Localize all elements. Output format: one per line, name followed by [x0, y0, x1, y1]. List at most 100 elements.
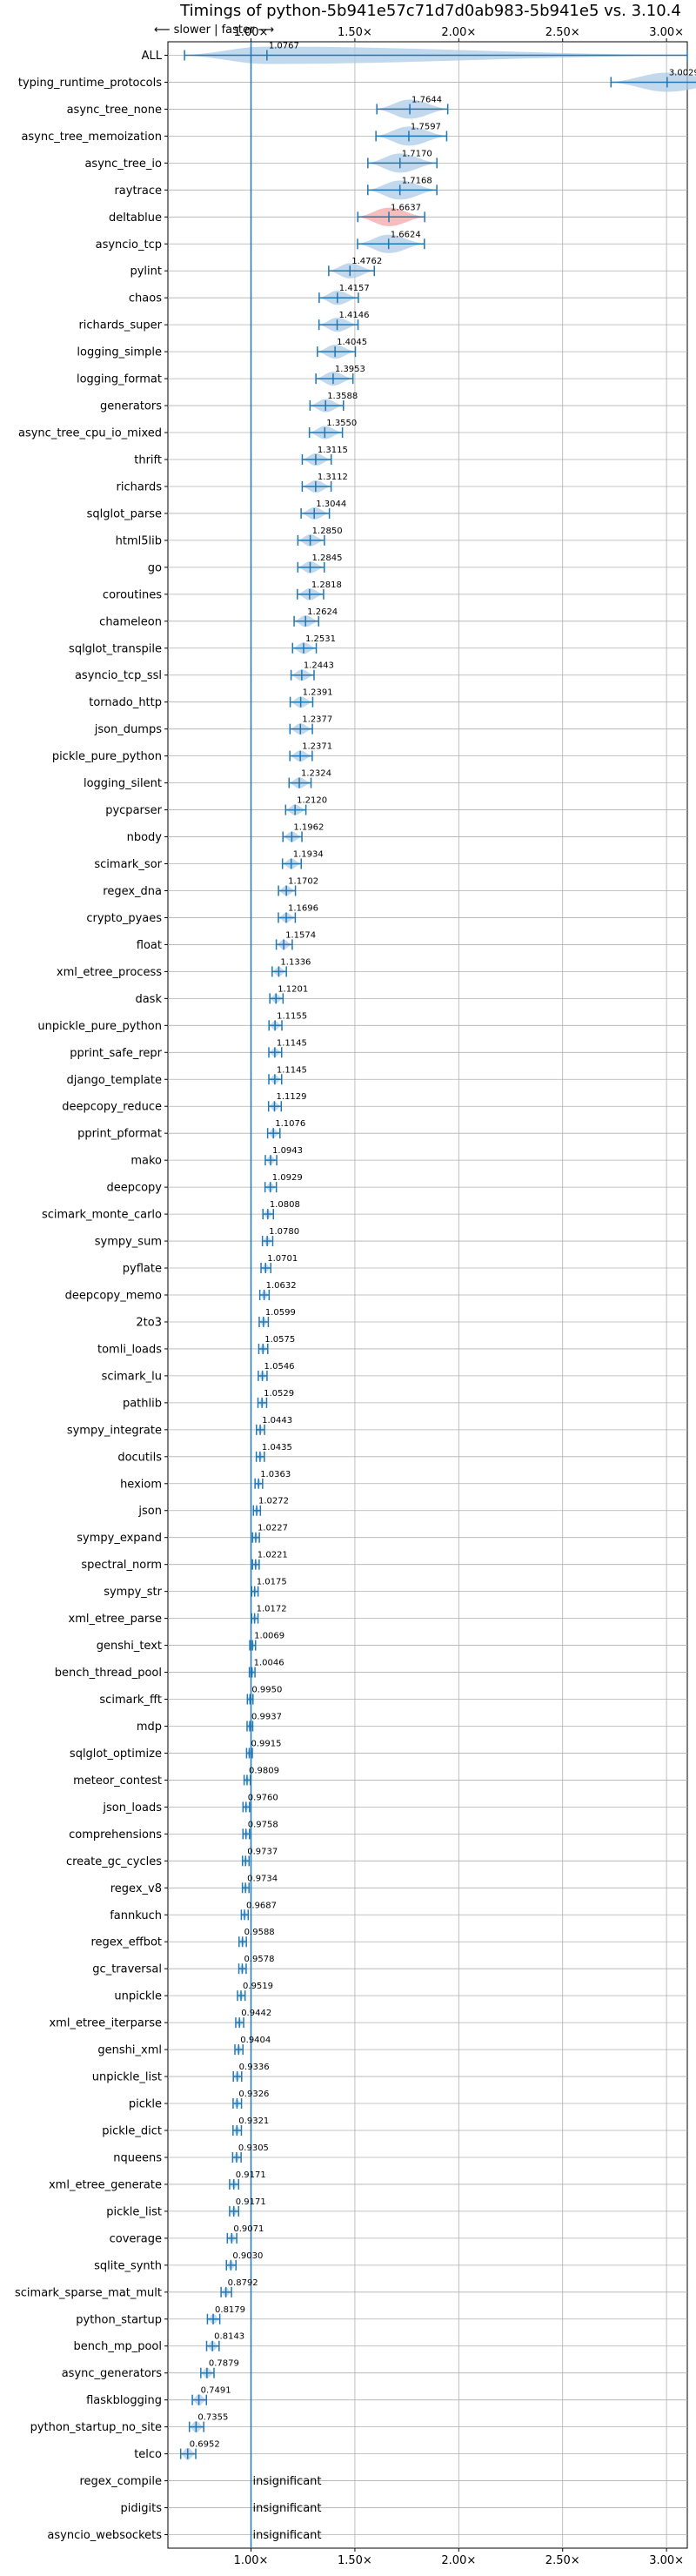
- benchmark-label: xml_etree_process: [57, 966, 162, 979]
- benchmark-label: flaskblogging: [86, 2394, 162, 2407]
- value-label: 1.0632: [266, 1281, 297, 1291]
- value-label: 1.0943: [272, 1146, 303, 1156]
- benchmark-label: go: [148, 561, 162, 574]
- value-label: 1.1076: [275, 1119, 305, 1129]
- value-label: 1.2624: [307, 607, 338, 617]
- value-label: 0.9305: [238, 2143, 269, 2153]
- value-label: 0.7355: [197, 2413, 228, 2423]
- value-label: 1.0443: [262, 1416, 292, 1426]
- benchmark-label: sympy_sum: [95, 1236, 162, 1249]
- benchmark-label: coroutines: [103, 588, 162, 601]
- benchmark-label: genshi_text: [97, 1640, 162, 1653]
- benchmark-label: json_loads: [102, 1801, 162, 1815]
- value-label: 1.1934: [293, 850, 324, 860]
- value-label: 0.9950: [251, 1686, 282, 1695]
- value-label: 1.3550: [326, 419, 357, 428]
- benchmark-label: float: [137, 939, 162, 952]
- value-label: 1.1696: [288, 903, 318, 913]
- x-tick-label-top: 1.50×: [338, 26, 372, 39]
- value-label: 1.1574: [285, 930, 316, 940]
- x-tick-label-top: 1.00×: [234, 26, 269, 39]
- benchmark-label: ALL: [142, 50, 163, 63]
- benchmark-label: html5lib: [116, 534, 162, 547]
- benchmark-label: async_tree_io: [84, 158, 162, 171]
- benchmark-label: create_gc_cycles: [66, 1855, 162, 1868]
- benchmark-label: nbody: [127, 831, 163, 844]
- value-label: 0.9171: [236, 2197, 266, 2207]
- value-label: 0.8143: [214, 2332, 244, 2342]
- value-label: 1.6637: [391, 203, 421, 212]
- benchmark-label: regex_dna: [103, 885, 162, 898]
- value-label: 1.0172: [257, 1605, 287, 1614]
- insignificant-note: insignificant: [253, 2475, 322, 2488]
- value-label: 1.1145: [277, 1038, 307, 1048]
- benchmark-label: xml_etree_parse: [69, 1613, 162, 1626]
- value-label: 1.2818: [311, 580, 342, 590]
- value-label: 0.9758: [248, 1820, 278, 1829]
- benchmark-label: generators: [100, 400, 162, 413]
- value-label: 1.1201: [278, 984, 308, 994]
- benchmark-label: chameleon: [99, 615, 162, 628]
- value-label: 1.0069: [254, 1632, 284, 1641]
- benchmark-label: async_tree_none: [67, 104, 162, 117]
- benchmark-label: docutils: [117, 1451, 162, 1464]
- benchmark-label: scimark_monte_carlo: [42, 1209, 162, 1222]
- value-label: 1.0701: [267, 1254, 298, 1264]
- benchmark-label: pickle_dict: [102, 2125, 162, 2138]
- value-label: 1.0363: [260, 1470, 291, 1479]
- value-label: 0.9442: [241, 2009, 271, 2018]
- benchmark-label: pickle_pure_python: [52, 750, 162, 763]
- benchmark-label: typing_runtime_protocols: [18, 77, 162, 90]
- value-label: 1.3112: [318, 473, 348, 482]
- benchmark-label: deepcopy_memo: [65, 1290, 162, 1303]
- benchmark-label: mako: [130, 1155, 162, 1168]
- benchmark-label: richards_super: [78, 319, 162, 332]
- benchmark-label: crypto_pyaes: [86, 912, 162, 925]
- x-tick-label-top: 2.00×: [441, 26, 476, 39]
- benchmark-label: dask: [135, 993, 162, 1006]
- benchmark-label: async_tree_memoization: [21, 131, 162, 144]
- insignificant-note: insignificant: [253, 2502, 322, 2515]
- benchmark-label: pickle: [129, 2098, 162, 2111]
- benchmark-label: bench_mp_pool: [73, 2340, 162, 2353]
- benchmark-label: tomli_loads: [97, 1343, 162, 1356]
- value-label: 1.6624: [391, 230, 421, 239]
- value-label: 1.7170: [402, 149, 432, 158]
- value-label: 0.6952: [190, 2440, 220, 2450]
- value-label: 1.4045: [337, 338, 367, 347]
- benchmark-label: unpickle: [114, 1990, 162, 2003]
- benchmark-label: sqlglot_transpile: [69, 642, 162, 655]
- benchmark-label: sympy_expand: [77, 1532, 162, 1545]
- value-label: 0.7491: [201, 2386, 231, 2396]
- value-label: 1.2443: [304, 661, 334, 671]
- value-label: 1.0767: [269, 41, 299, 50]
- benchmark-label: raytrace: [114, 184, 162, 198]
- benchmark-label: comprehensions: [69, 1828, 162, 1841]
- value-label: 1.0272: [258, 1497, 289, 1506]
- benchmark-label: deltablue: [109, 211, 162, 225]
- benchmark-label: mdp: [137, 1721, 162, 1734]
- benchmark-label: regex_compile: [79, 2475, 162, 2488]
- value-label: 0.9326: [238, 2090, 269, 2099]
- x-tick-label-bottom: 1.50×: [338, 2554, 372, 2567]
- benchmark-label: asyncio_tcp_ssl: [75, 669, 162, 682]
- value-label: 0.8792: [228, 2278, 258, 2288]
- value-label: 1.2371: [302, 742, 332, 752]
- x-tick-label-top: 3.00×: [649, 26, 684, 39]
- value-label: 1.0175: [257, 1578, 287, 1587]
- value-label: 1.7644: [412, 95, 442, 104]
- value-label: 0.7879: [209, 2359, 239, 2369]
- value-label: 1.1155: [277, 1011, 307, 1021]
- value-label: 0.9588: [244, 1928, 275, 1937]
- benchmark-label: regex_effbot: [90, 1936, 162, 1949]
- value-label: 0.9171: [236, 2170, 266, 2180]
- value-label: 1.2120: [297, 796, 327, 806]
- value-label: 0.9578: [244, 1955, 274, 1964]
- value-label: 1.2377: [302, 715, 332, 725]
- benchmark-label: pylint: [130, 265, 162, 278]
- value-label: 1.4762: [351, 257, 382, 266]
- value-label: 1.0575: [264, 1335, 295, 1345]
- benchmark-label: xml_etree_iterparse: [49, 2017, 162, 2030]
- benchmark-label: meteor_contest: [73, 1774, 162, 1788]
- value-label: 3.0029: [669, 68, 696, 77]
